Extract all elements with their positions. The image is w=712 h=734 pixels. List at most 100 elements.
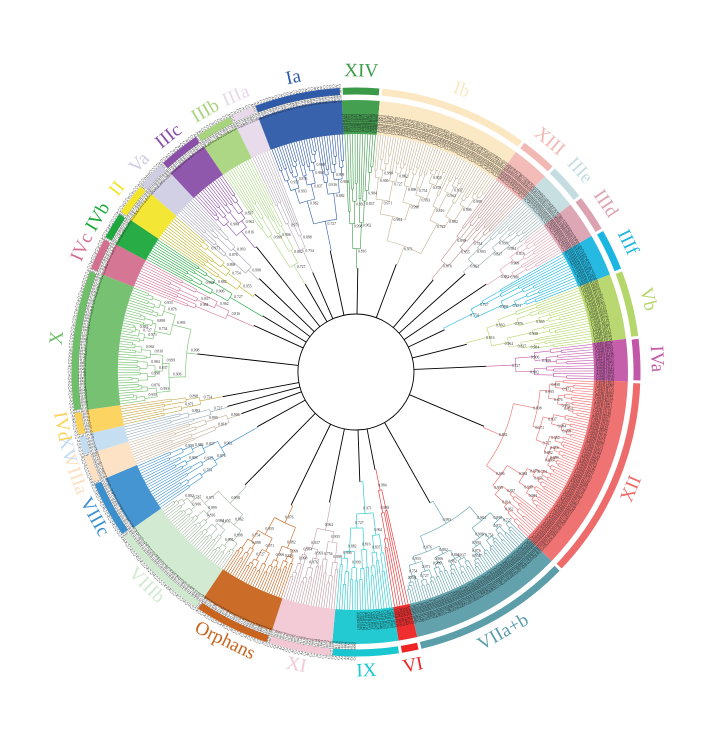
leaf-branch <box>441 153 451 172</box>
leaf-label: CsbHLH001 <box>422 602 431 621</box>
internal-branch <box>479 193 484 199</box>
internal-branch <box>516 233 519 237</box>
leaf-branch <box>467 560 478 577</box>
bootstrap-value: 0.906 <box>463 208 472 212</box>
internal-branch <box>526 485 532 493</box>
internal-branch <box>522 289 525 293</box>
bootstrap-value: 0.999 <box>433 562 442 566</box>
internal-branch <box>540 484 545 488</box>
leaf-branch <box>573 409 591 413</box>
internal-branch <box>517 524 520 527</box>
internal-branch <box>238 218 246 224</box>
internal-branch <box>326 174 329 183</box>
leaf-label: AtbHLH048 <box>368 114 373 133</box>
bootstrap-value: 0.993 <box>529 494 538 498</box>
internal-branch <box>553 414 566 418</box>
internal-branch <box>346 558 348 572</box>
leaf-branch <box>503 539 514 551</box>
leaf-label: CsbHLH123 <box>593 328 612 335</box>
leaf-branch <box>131 292 153 301</box>
leaf-label: AtbHLH072 <box>439 596 449 615</box>
leaf-branch <box>118 386 139 389</box>
leaf-branch <box>526 230 548 247</box>
bootstrap-value: 0.998 <box>475 533 484 537</box>
leaf-branch <box>521 242 557 266</box>
leaf-branch <box>202 189 219 209</box>
bootstrap-value: 0.998 <box>191 349 200 353</box>
leaf-branch <box>142 459 181 479</box>
bootstrap-value: 0.906 <box>496 472 505 476</box>
internal-branch <box>376 552 378 561</box>
internal-branch <box>232 543 238 551</box>
leaf-branch <box>190 200 220 231</box>
bootstrap-value: 0.727 <box>234 295 243 299</box>
internal-branch <box>566 433 571 436</box>
internal-branch <box>223 253 227 257</box>
leaf-branch <box>452 572 460 587</box>
leaf-label: CsbHLH093 <box>578 273 597 284</box>
leaf-branch <box>568 420 588 426</box>
internal-branch <box>272 219 275 221</box>
internal-branch <box>493 516 502 525</box>
leaf-branch <box>477 184 504 217</box>
bootstrap-value: 0.898 <box>252 541 261 545</box>
internal-branch <box>200 245 206 251</box>
internal-branch <box>195 298 198 302</box>
leaf-label: CsbHLH036 <box>449 592 460 611</box>
leaf-branch <box>122 327 133 331</box>
internal-branch <box>341 167 343 179</box>
internal-branch <box>190 496 199 503</box>
internal-branch <box>314 151 317 155</box>
leaf-branch <box>241 163 274 221</box>
internal-branch <box>560 423 564 431</box>
internal-branch <box>568 410 574 412</box>
internal-branch <box>434 170 437 176</box>
bootstrap-value: 0.906 <box>435 557 444 561</box>
leaf-branch <box>341 134 345 161</box>
internal-branch <box>389 180 397 183</box>
leaf-branch <box>120 400 146 405</box>
bootstrap-value: 0.876 <box>472 549 481 553</box>
leaf-branch <box>119 346 135 349</box>
leaf-branch <box>389 137 397 174</box>
leaf-branch <box>303 139 311 167</box>
leaf-label: CsbHLH093 <box>435 597 445 616</box>
leaf-label: CsbHLH073 <box>444 594 455 613</box>
leaf-branch <box>441 570 451 591</box>
internal-branch <box>564 397 572 399</box>
leaf-branch <box>509 531 522 544</box>
internal-branch <box>170 447 182 454</box>
internal-branch <box>290 550 294 558</box>
leaf-branch <box>280 563 293 599</box>
internal-branch <box>434 561 442 565</box>
internal-branch <box>144 337 154 340</box>
internal-branch <box>305 567 309 578</box>
bootstrap-value: 0.754 <box>252 534 261 538</box>
internal-branch <box>395 163 398 173</box>
leaf-branch <box>313 565 322 607</box>
leaf-branch <box>499 532 516 550</box>
leaf-branch <box>534 282 577 301</box>
internal-branch <box>141 349 151 351</box>
leaf-branch <box>405 140 412 165</box>
leaf-branch <box>426 584 431 599</box>
leaf-label: CsbHLH092 <box>594 340 613 346</box>
internal-branch <box>261 228 269 238</box>
internal-branch <box>332 531 335 543</box>
internal-branch <box>156 390 170 393</box>
internal-branch <box>210 289 213 294</box>
internal-branch <box>532 330 534 335</box>
internal-branch <box>206 260 209 263</box>
internal-branch <box>395 173 399 183</box>
leaf-branch <box>577 412 591 416</box>
leaf-label: AtbHLH072 <box>576 268 594 279</box>
internal-branch <box>516 302 527 307</box>
internal-branch <box>135 329 140 331</box>
internal-branch <box>147 302 155 305</box>
internal-branch <box>267 217 278 235</box>
internal-branch <box>279 201 282 204</box>
bootstrap-value: 0.816 <box>516 252 525 256</box>
leaf-branch <box>150 467 192 493</box>
internal-branch <box>211 291 229 302</box>
leaf-branch <box>286 144 294 167</box>
